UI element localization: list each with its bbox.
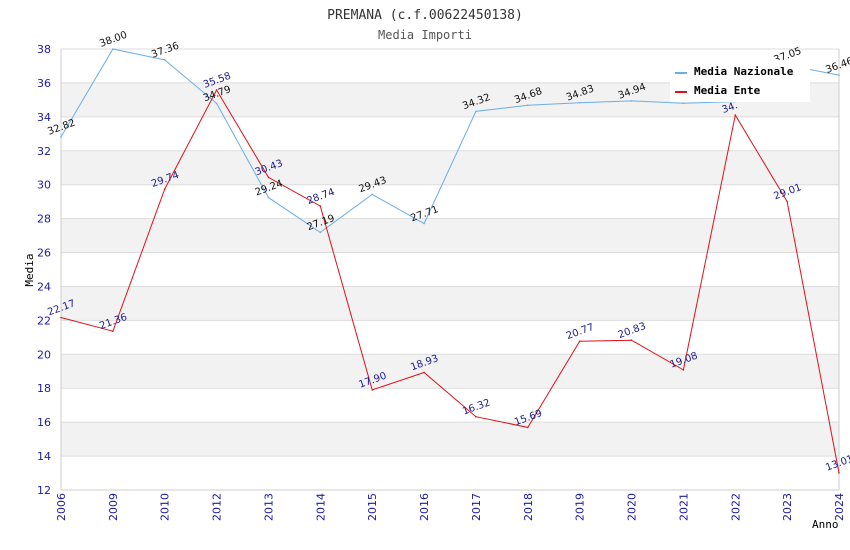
grid-band (61, 354, 839, 389)
y-tick-label: 20 (37, 348, 51, 361)
y-tick-label: 34 (37, 111, 51, 124)
data-point-media-nazionale (527, 104, 529, 107)
data-point-media-ente (371, 389, 374, 391)
x-tick-label: 2020 (626, 493, 639, 521)
x-tick-label: 2006 (55, 493, 68, 521)
data-label-media-nazionale: 37.36 (150, 41, 181, 61)
x-tick-label: 2017 (470, 493, 483, 521)
data-label-media-nazionale: 36.46 (824, 56, 850, 76)
y-axis-label: Media (23, 253, 36, 286)
y-axis-ticks: 12 14 16 18 20 22 24 26 28 30 32 34 36 38 (37, 43, 51, 497)
chart-title: PREMANA (c.f.00622450138) (327, 8, 523, 23)
x-tick-label: 2022 (729, 493, 742, 521)
data-point-media-ente (60, 316, 62, 319)
data-label-media-ente: 28.74 (306, 187, 337, 207)
x-tick-label: 2018 (522, 493, 535, 521)
y-tick-label: 24 (37, 280, 51, 293)
y-tick-label: 14 (37, 450, 51, 463)
legend-label-media-ente: Media Ente (694, 84, 761, 97)
grid-bands (61, 82, 839, 457)
data-point-media-ente (682, 369, 685, 371)
x-tick-label: 2024 (833, 493, 846, 521)
data-point-media-nazionale (215, 102, 218, 105)
data-point-media-nazionale (578, 101, 581, 104)
data-point-media-nazionale (475, 110, 477, 113)
y-tick-label: 30 (37, 179, 51, 192)
legend-box (670, 60, 810, 102)
grid-band (61, 286, 839, 321)
data-point-media-ente (838, 472, 840, 474)
chart-subtitle: Media Importi (378, 28, 472, 42)
legend: Media Nazionale Media Ente (670, 60, 810, 102)
data-point-media-nazionale (112, 48, 114, 50)
y-tick-label: 16 (37, 416, 51, 429)
x-tick-label: 2021 (677, 493, 690, 521)
x-axis-ticks: 2006 2009 2010 2012 2013 2014 2015 2016 2017 2018… (55, 493, 846, 521)
y-tick-label: 38 (37, 43, 51, 56)
data-point-media-nazionale (682, 102, 685, 105)
y-tick-label: 26 (37, 247, 51, 260)
data-point-media-ente (163, 188, 166, 190)
x-tick-label: 2014 (314, 493, 327, 521)
x-tick-label: 2016 (418, 493, 431, 521)
data-point-media-nazionale (371, 193, 374, 196)
data-point-media-nazionale (838, 74, 840, 76)
data-point-media-ente (578, 340, 581, 343)
x-tick-label: 2009 (107, 493, 120, 521)
data-point-media-nazionale (60, 136, 62, 138)
legend-label-media-nazionale: Media Nazionale (694, 65, 794, 78)
data-point-media-nazionale (630, 100, 633, 102)
data-label-media-ente: 20.83 (617, 321, 648, 341)
y-tick-label: 32 (37, 145, 51, 158)
x-tick-label: 2023 (781, 493, 794, 521)
data-point-media-ente (527, 426, 529, 429)
grid-band (61, 422, 839, 457)
data-point-media-ente (786, 200, 788, 203)
x-tick-label: 2019 (574, 493, 587, 521)
data-point-media-nazionale (319, 231, 322, 234)
data-point-media-nazionale (267, 196, 270, 199)
data-point-media-ente (475, 415, 477, 418)
x-tick-label: 2012 (211, 493, 224, 521)
y-tick-label: 12 (37, 484, 51, 497)
y-tick-label: 36 (37, 77, 51, 90)
data-point-media-ente (630, 339, 633, 342)
x-tick-label: 2010 (159, 493, 172, 521)
data-label-media-ente: 34. (721, 100, 740, 116)
x-tick-label: 2015 (366, 493, 379, 521)
data-label-media-ente: 20.77 (565, 322, 596, 342)
data-point-media-nazionale (163, 59, 166, 61)
y-tick-label: 18 (37, 382, 51, 395)
data-point-media-ente (267, 176, 270, 179)
y-tick-label: 22 (37, 314, 51, 327)
data-label-media-ente: 16.32 (461, 397, 492, 417)
x-axis-label: Anno (812, 518, 839, 531)
series-line-media-ente (60, 88, 840, 473)
y-tick-label: 28 (37, 213, 51, 226)
data-point-media-ente (112, 330, 114, 333)
data-point-media-ente (734, 114, 737, 116)
data-point-media-ente (215, 89, 218, 91)
data-point-media-ente (319, 205, 322, 207)
data-label-media-nazionale: 38.00 (98, 30, 129, 50)
grid-band (61, 218, 839, 253)
grid-lines (60, 48, 840, 491)
series-line-media-nazionale (60, 48, 840, 234)
data-point-media-ente (423, 371, 425, 374)
series-group (60, 48, 840, 474)
x-tick-label: 2013 (262, 493, 275, 521)
data-point-media-nazionale (423, 222, 425, 225)
